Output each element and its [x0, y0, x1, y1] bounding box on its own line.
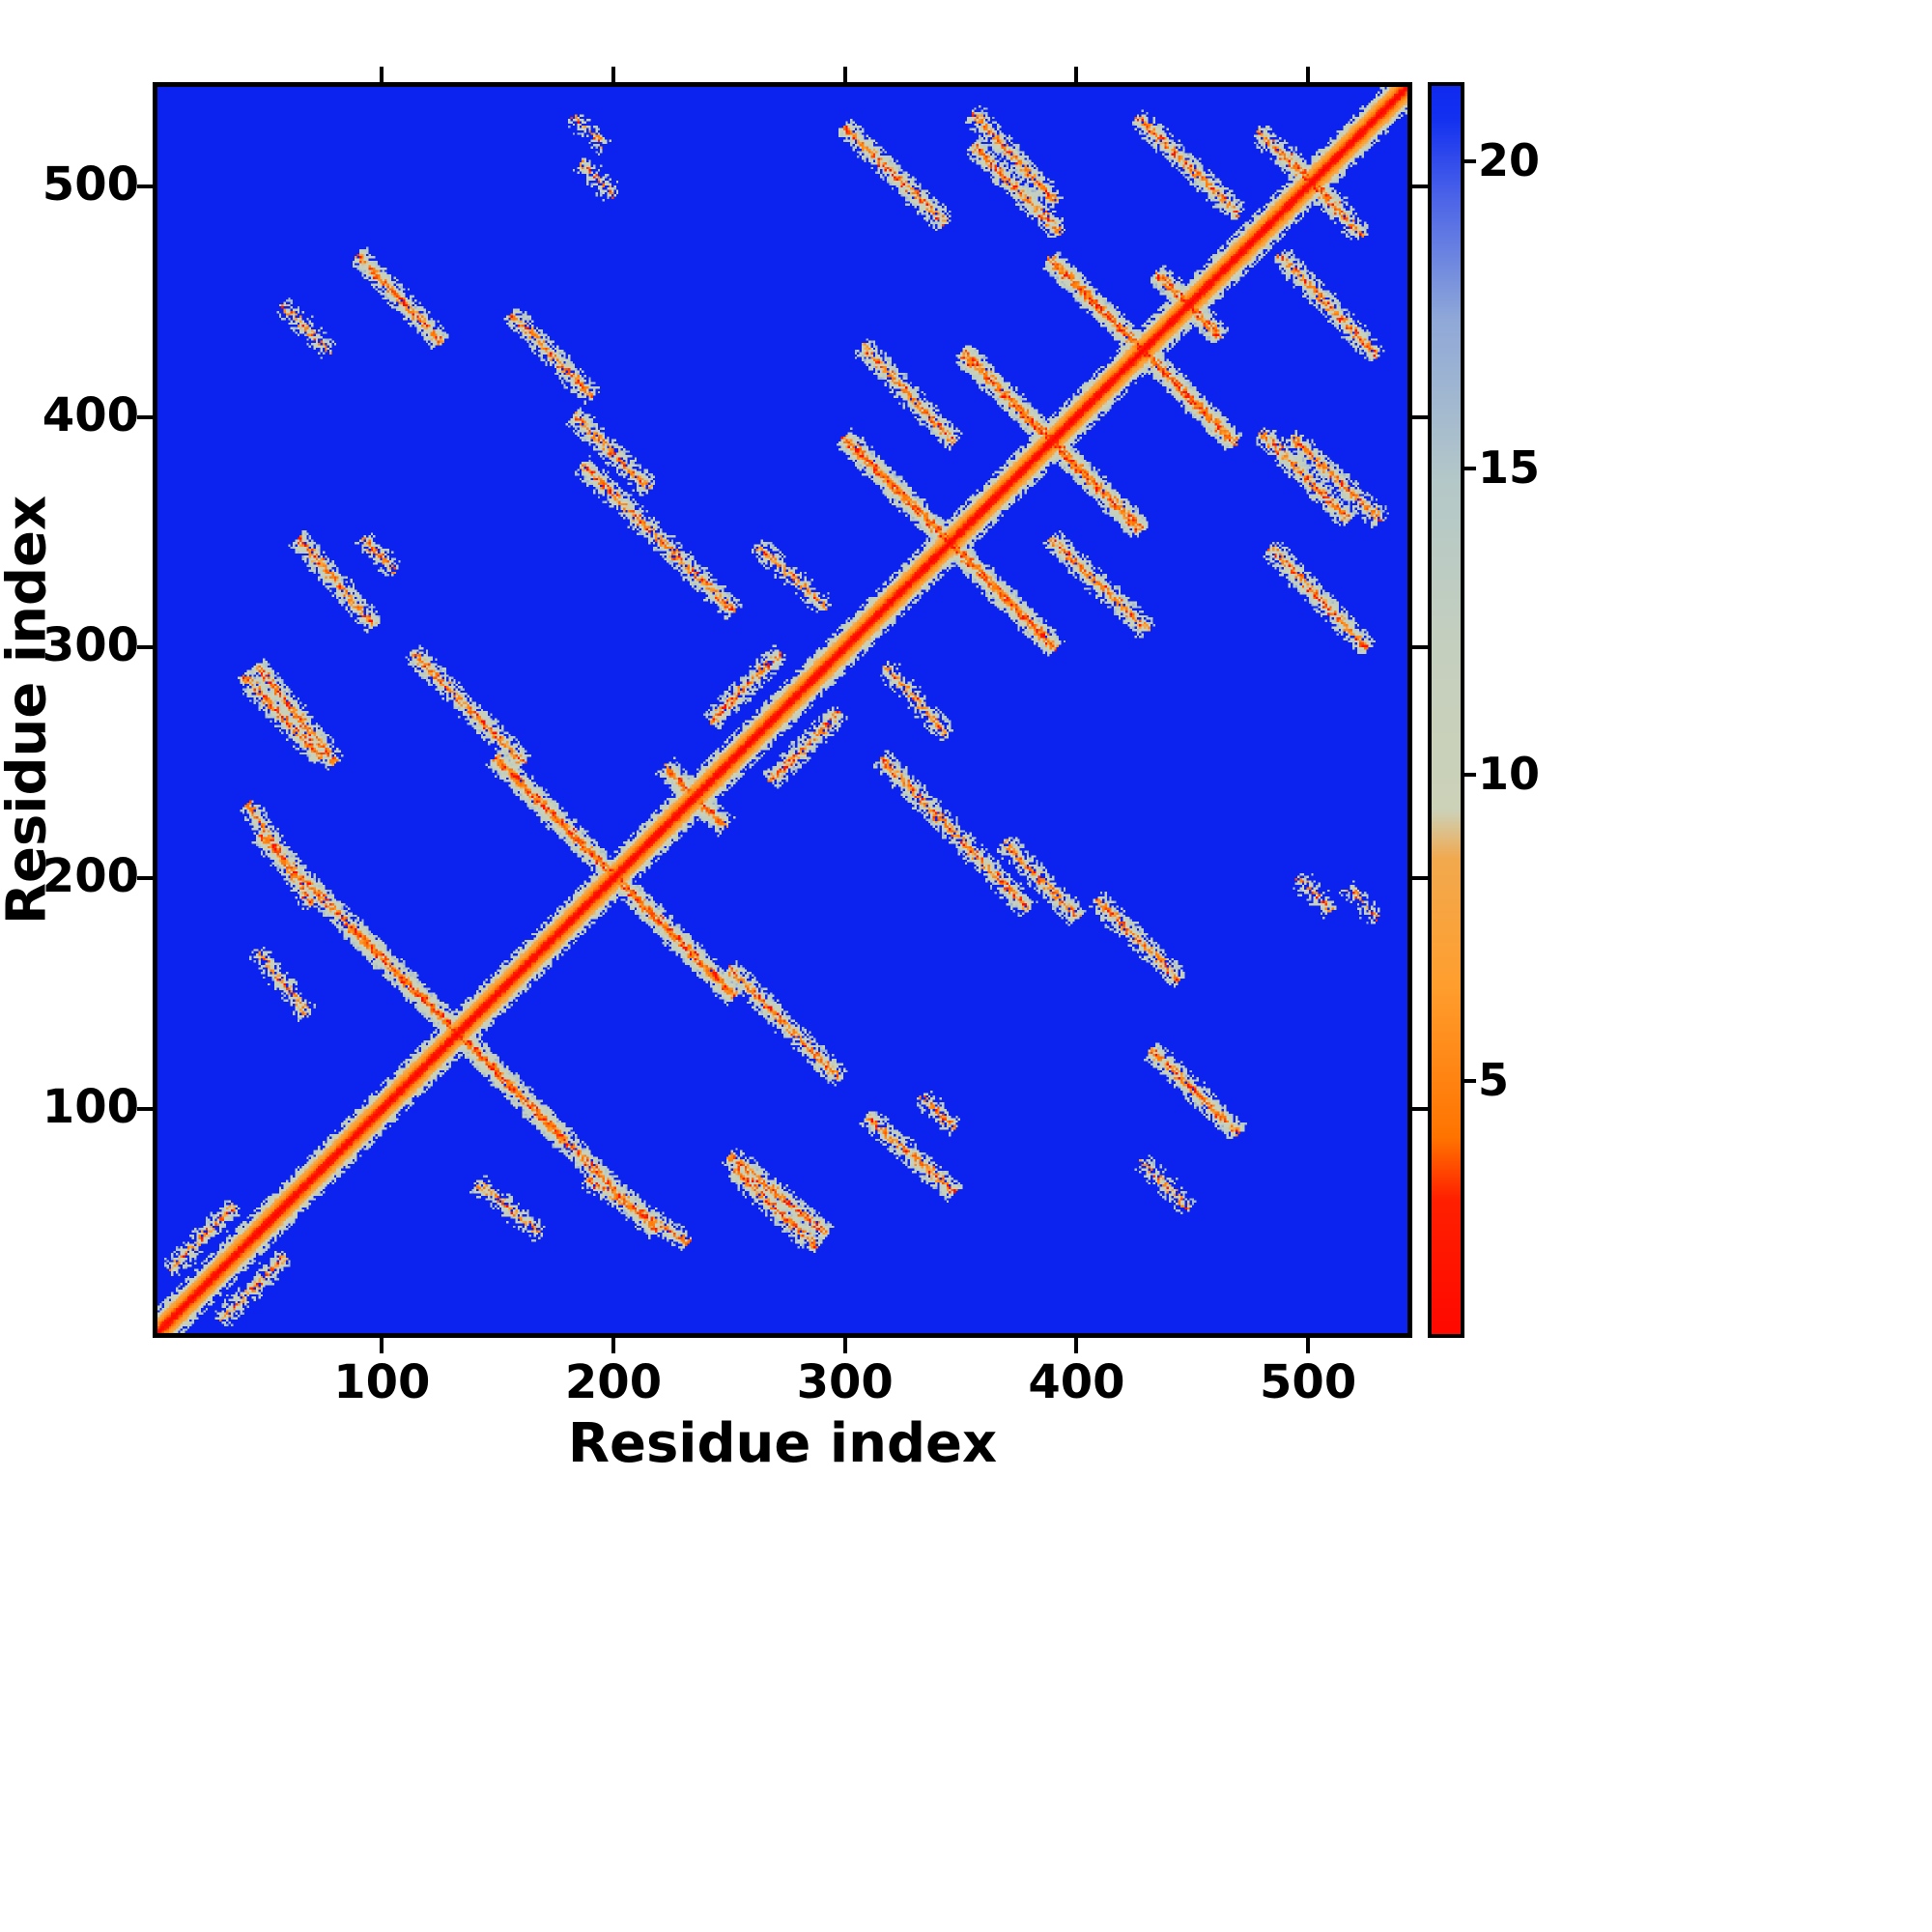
- y-tick-mark: [1412, 1107, 1428, 1112]
- x-tick-mark: [842, 1338, 847, 1353]
- x-tick-mark: [611, 1338, 615, 1353]
- y-tick-mark: [1412, 876, 1428, 881]
- x-tick-mark: [1306, 67, 1311, 82]
- x-axis-label: Residue index: [567, 1412, 998, 1475]
- colorbar-tick-label: 5: [1478, 1053, 1510, 1106]
- x-tick-mark: [1074, 67, 1079, 82]
- y-tick-mark: [137, 876, 153, 881]
- y-tick-mark: [137, 645, 153, 650]
- x-tick-label: 400: [1028, 1355, 1125, 1409]
- colorbar-canvas: [1432, 86, 1461, 1334]
- y-tick-label: 400: [42, 387, 139, 442]
- x-tick-mark: [380, 67, 384, 82]
- y-tick-mark: [1412, 645, 1428, 650]
- y-tick-mark: [1412, 184, 1428, 188]
- y-tick-label: 200: [42, 849, 139, 904]
- x-tick-mark: [842, 67, 847, 82]
- x-tick-label: 200: [564, 1355, 663, 1409]
- colorbar-tick-mark: [1464, 772, 1476, 777]
- y-tick-mark: [137, 184, 153, 188]
- y-tick-mark: [137, 414, 153, 419]
- x-tick-mark: [611, 67, 615, 82]
- colorbar-tick-mark: [1464, 159, 1476, 164]
- colorbar-tick-mark: [1464, 466, 1476, 470]
- colorbar-tick-label: 10: [1478, 747, 1541, 800]
- colorbar-tick-mark: [1464, 1078, 1476, 1083]
- colorbar-tick-label: 20: [1478, 134, 1541, 187]
- colorbar-tick-label: 15: [1478, 440, 1541, 494]
- y-tick-label: 100: [42, 1080, 139, 1135]
- y-tick-mark: [137, 1107, 153, 1112]
- heatmap-canvas: [157, 87, 1407, 1333]
- x-tick-label: 500: [1260, 1355, 1357, 1409]
- x-tick-label: 100: [333, 1355, 431, 1409]
- y-axis-label: Residue index: [0, 495, 59, 925]
- y-tick-label: 500: [42, 156, 139, 212]
- x-tick-mark: [1306, 1338, 1311, 1353]
- x-tick-label: 300: [796, 1355, 894, 1409]
- x-tick-mark: [380, 1338, 384, 1353]
- colorbar: [1428, 82, 1464, 1338]
- heatmap-plot-area: [153, 82, 1412, 1338]
- y-tick-mark: [1412, 414, 1428, 419]
- y-tick-label: 300: [42, 618, 139, 673]
- x-tick-mark: [1074, 1338, 1079, 1353]
